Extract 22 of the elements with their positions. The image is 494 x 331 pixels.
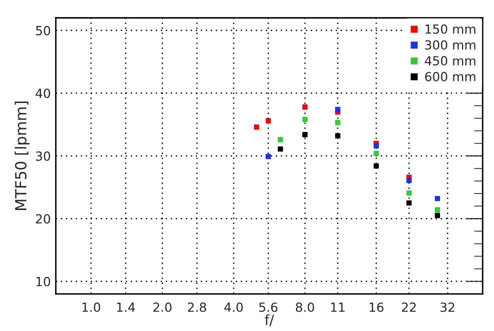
y-tick-label: 20 [36, 214, 50, 224]
legend-label: 150 mm [426, 24, 476, 34]
legend-label: 300 mm [425, 40, 476, 50]
x-tick-label: 16 [370, 302, 384, 312]
y-tick-label: 40 [36, 88, 50, 98]
x-tick-label: 32 [440, 302, 454, 312]
x-tick-label: 5.6 [259, 302, 278, 312]
legend-label: 450 mm [424, 56, 476, 66]
x-tick-label: 11 [331, 302, 345, 312]
x-tick-label: 1.0 [82, 302, 100, 312]
x-tick-label: 22 [402, 302, 416, 312]
legend-label: 600 mm [425, 72, 476, 82]
y-tick-label: 30 [36, 151, 50, 161]
y-tick-label: 10 [36, 276, 50, 286]
y-tick-label: 50 [36, 26, 50, 36]
y-axis-title: MTF50 [lpmm] [14, 102, 30, 210]
x-tick-label: 1.4 [117, 302, 135, 312]
x-axis-title: f/ [264, 314, 274, 326]
x-tick-label: 4.0 [224, 302, 243, 312]
x-tick-label: 2.8 [188, 302, 206, 312]
x-tick-label: 8.0 [296, 302, 314, 312]
x-tick-label: 2.0 [153, 302, 172, 312]
